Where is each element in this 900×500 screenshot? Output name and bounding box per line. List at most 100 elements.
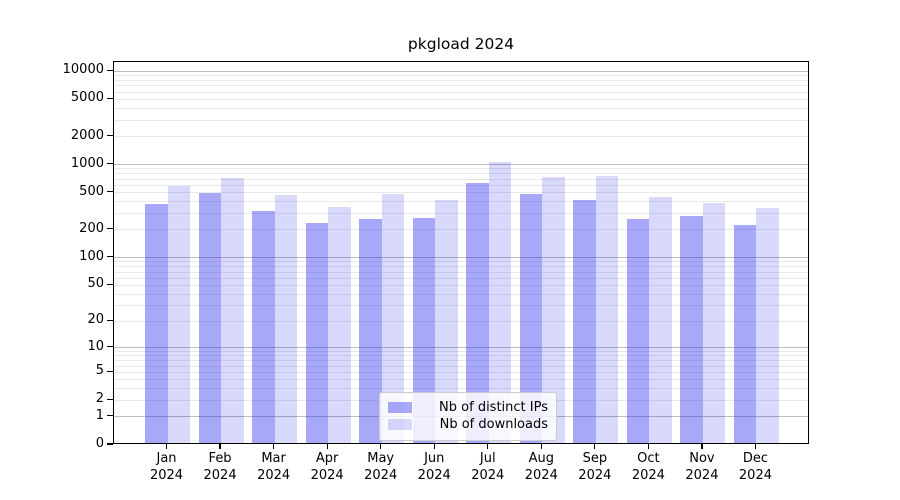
- bar-downloads-sep: [595, 176, 619, 443]
- minor-gridline: [114, 184, 808, 186]
- y-tick-label: 10: [87, 338, 104, 354]
- y-tick-label: 50: [87, 276, 104, 292]
- minor-gridline: [114, 271, 808, 273]
- bar-downloads-feb: [221, 177, 244, 443]
- x-tick-mark: [433, 444, 435, 449]
- bar-distinct-ips-may: [359, 218, 382, 443]
- minor-gridline: [114, 229, 808, 231]
- x-tick-label: Aug 2024: [524, 451, 558, 483]
- minor-gridline: [114, 371, 808, 373]
- x-tick-label: Jan 2024: [149, 451, 184, 483]
- legend-swatch-distinct-ips: [388, 402, 412, 413]
- minor-gridline: [114, 277, 808, 279]
- legend-item-downloads: Nb of downloads: [388, 417, 548, 432]
- bar-downloads-oct: [649, 196, 672, 443]
- x-tick-mark: [701, 444, 703, 449]
- bar-downloads-may: [381, 194, 405, 443]
- minor-gridline: [114, 266, 808, 268]
- x-tick-label: Nov 2024: [685, 451, 719, 483]
- y-tick-label: 5000: [70, 90, 104, 106]
- minor-gridline: [114, 85, 808, 87]
- minor-gridline: [114, 91, 808, 93]
- y-tick-label: 5: [95, 363, 104, 379]
- bar-downloads-dec: [756, 207, 779, 443]
- x-tick-mark: [540, 444, 542, 449]
- x-tick-label: Mar 2024: [257, 451, 291, 483]
- minor-gridline: [114, 355, 808, 357]
- y-tick-mark: [107, 319, 113, 322]
- y-tick-mark: [107, 97, 113, 100]
- minor-gridline: [114, 192, 808, 194]
- x-tick-label: Apr 2024: [310, 451, 344, 483]
- legend: Nb of distinct IPs Nb of downloads: [379, 392, 557, 441]
- major-gridline: [114, 347, 808, 349]
- bar-distinct-ips-aug: [519, 194, 543, 443]
- minor-gridline: [114, 284, 808, 286]
- x-tick-label: Jun 2024: [417, 451, 451, 483]
- y-tick-label: 100: [79, 248, 104, 264]
- bar-distinct-ips-apr: [305, 223, 329, 443]
- bar-distinct-ips-nov: [680, 216, 703, 443]
- legend-label-distinct-ips: Nb of distinct IPs: [439, 400, 548, 415]
- minor-gridline: [114, 79, 808, 81]
- y-tick-label: 500: [79, 183, 104, 199]
- y-tick-mark: [107, 191, 113, 193]
- minor-gridline: [114, 168, 808, 170]
- x-tick-mark: [326, 444, 328, 449]
- bar-distinct-ips-jun: [412, 218, 436, 443]
- minor-gridline: [114, 360, 808, 362]
- minor-gridline: [114, 119, 808, 121]
- bar-distinct-ips-jan: [145, 203, 168, 443]
- bar-distinct-ips-dec: [733, 225, 757, 443]
- y-tick-label: 20: [87, 312, 104, 328]
- bar-downloads-jan: [167, 186, 191, 443]
- minor-gridline: [114, 173, 808, 175]
- x-tick-mark: [594, 444, 596, 449]
- y-tick-label: 2: [95, 391, 104, 407]
- minor-gridline: [114, 75, 808, 77]
- chart-title: pkgload 2024: [407, 35, 515, 53]
- minor-gridline: [114, 108, 808, 109]
- y-tick-mark: [107, 370, 113, 372]
- bar-downloads-apr: [328, 206, 351, 443]
- bar-downloads-aug: [542, 177, 565, 443]
- x-tick-mark: [754, 444, 757, 449]
- minor-gridline: [114, 201, 808, 203]
- x-tick-mark: [165, 444, 168, 449]
- y-tick-mark: [107, 346, 113, 348]
- x-tick-mark: [380, 444, 382, 449]
- y-tick-mark: [107, 256, 113, 258]
- minor-gridline: [114, 98, 808, 100]
- minor-gridline: [114, 320, 808, 322]
- minor-gridline: [114, 293, 808, 295]
- bar-distinct-ips-feb: [198, 192, 222, 443]
- y-tick-label: 2000: [70, 127, 104, 143]
- legend-label-downloads: Nb of downloads: [439, 417, 548, 432]
- bar-downloads-nov: [702, 202, 726, 443]
- y-tick-mark: [107, 69, 113, 71]
- bar-distinct-ips-sep: [573, 199, 596, 443]
- minor-gridline: [114, 305, 808, 307]
- x-tick-mark: [273, 444, 275, 449]
- y-tick-mark: [107, 135, 113, 137]
- y-tick-label: 0: [95, 436, 104, 451]
- legend-item-distinct-ips: Nb of distinct IPs: [388, 400, 548, 415]
- y-tick-mark: [107, 398, 113, 401]
- bar-downloads-jun: [435, 199, 458, 443]
- minor-gridline: [114, 365, 808, 367]
- bar-downloads-jul: [488, 162, 512, 443]
- y-tick-label: 1000: [70, 155, 104, 171]
- x-tick-label: Feb 2024: [203, 451, 237, 483]
- x-tick-label: Jul 2024: [471, 451, 505, 483]
- x-tick-label: Dec 2024: [738, 451, 772, 483]
- x-tick-label: Sep 2024: [578, 451, 612, 483]
- x-tick-label: May 2024: [364, 451, 398, 483]
- y-tick-mark: [107, 443, 113, 445]
- plot-area: [113, 61, 809, 444]
- legend-swatch-downloads: [388, 419, 412, 430]
- major-gridline: [114, 164, 808, 166]
- minor-gridline: [114, 379, 808, 381]
- x-tick-mark: [487, 444, 489, 449]
- major-gridline: [114, 70, 808, 72]
